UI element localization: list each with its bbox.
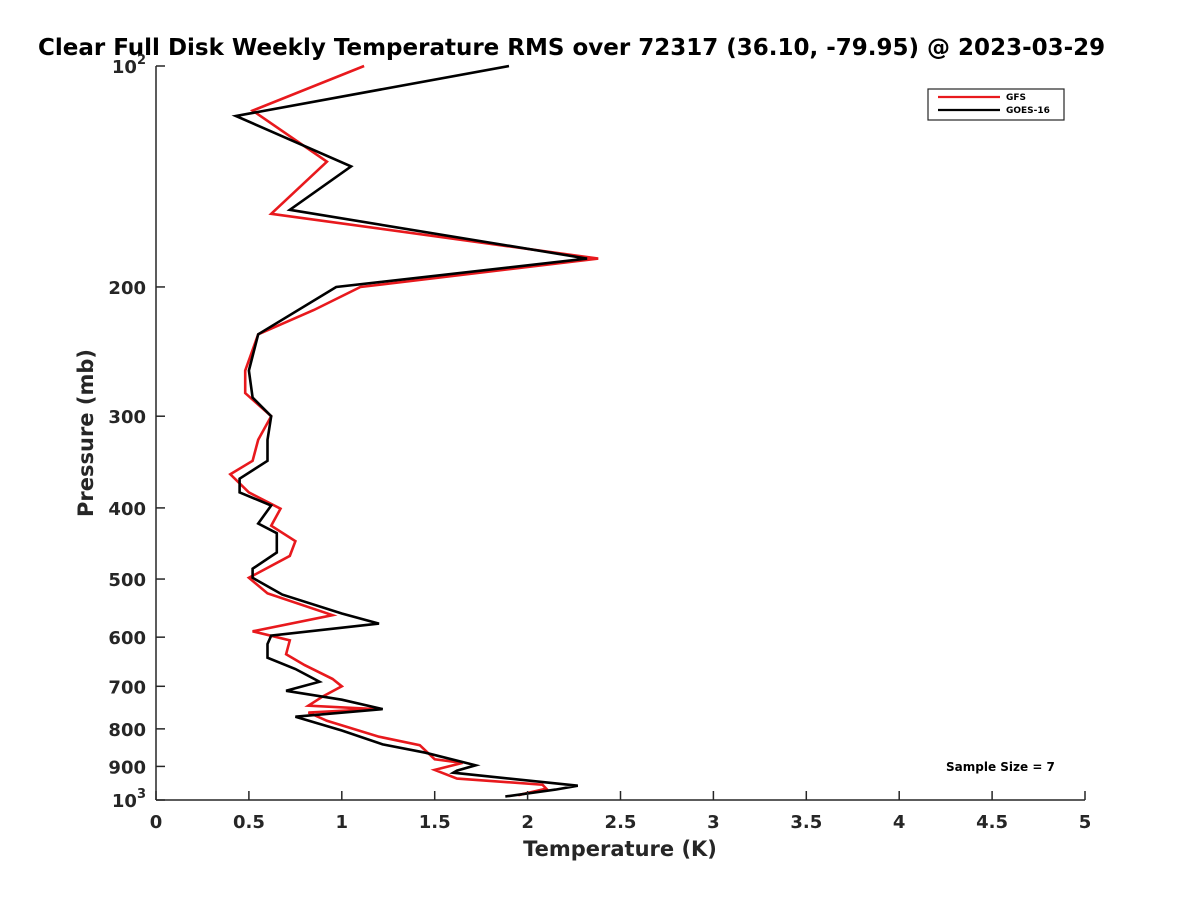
x-tick-label: 1.5	[419, 812, 451, 833]
series-layer	[228, 64, 599, 798]
sample-size-annotation: Sample Size = 7	[946, 760, 1055, 774]
y-tick-label: 900	[108, 757, 146, 778]
y-tick-label: 300	[108, 407, 146, 428]
y-tick-label: 700	[108, 677, 146, 698]
x-tick-label: 4.5	[976, 812, 1008, 833]
x-tick-label: 0.5	[233, 812, 265, 833]
y-tick-label: 103	[112, 787, 146, 812]
x-ticks: 0 0.5 1 1.5 2 2.5 3 3.5 4 4.5 5	[150, 791, 1092, 833]
x-tick-label: 4	[893, 812, 906, 833]
x-tick-label: 0	[150, 812, 163, 833]
legend-box	[927, 88, 1065, 121]
x-tick-label: 1	[336, 812, 349, 833]
y-tick-label: 400	[108, 499, 146, 520]
legend: GFS GOES-16	[927, 88, 1065, 121]
y-axis-label: Pressure (mb)	[74, 349, 98, 517]
x-tick-label: 5	[1079, 812, 1092, 833]
legend-label-gfs: GFS	[1006, 93, 1026, 103]
y-tick-label: 600	[108, 628, 146, 649]
y-ticks: 102 200 300 400 500 600 700 800 900 103	[108, 53, 165, 812]
x-tick-label: 3	[707, 812, 720, 833]
chart-title: Clear Full Disk Weekly Temperature RMS o…	[38, 35, 1105, 61]
x-tick-label: 2	[521, 812, 534, 833]
y-tick-label: 800	[108, 720, 146, 741]
x-tick-label: 2.5	[605, 812, 637, 833]
x-axis-label: Temperature (K)	[523, 837, 717, 861]
series-line-gfs	[228, 64, 599, 797]
series-line-goes-16	[231, 64, 588, 798]
y-tick-label: 500	[108, 570, 146, 591]
x-tick-label: 3.5	[790, 812, 822, 833]
y-tick-label: 200	[108, 278, 146, 299]
legend-label-goes16: GOES-16	[1006, 106, 1050, 116]
y-tick-label: 102	[112, 53, 146, 78]
